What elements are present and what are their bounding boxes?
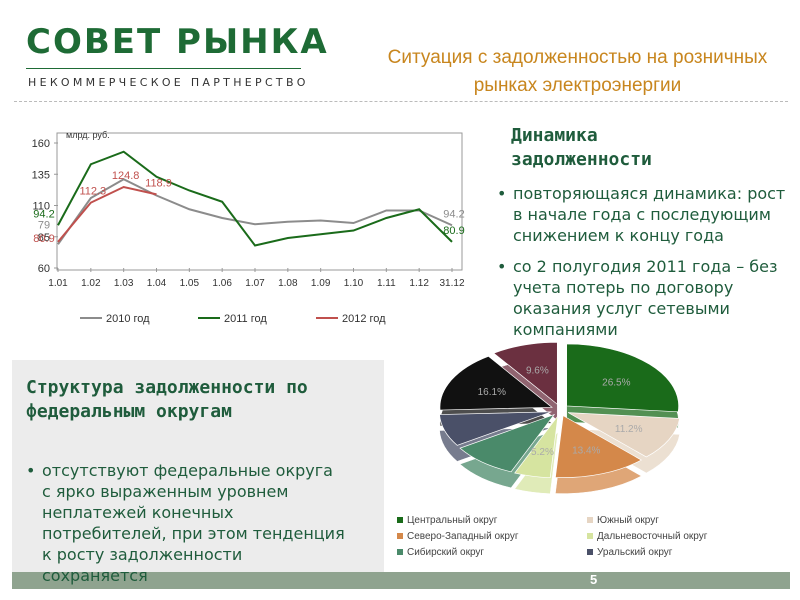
x-tick-label: 1.02: [81, 278, 101, 289]
data-label: 124.8: [112, 170, 140, 182]
logo-subtitle: НЕКОММЕРЧЕСКОЕ ПАРТНЕРСТВО: [28, 76, 309, 89]
y-tick-label: 135: [32, 169, 50, 181]
x-tick-label: 1.12: [409, 278, 429, 289]
slide-title: Ситуация с задолженностью на розничных р…: [387, 47, 768, 96]
legend-label: 2012 год: [342, 313, 386, 325]
legend-label: Уральский округ: [597, 547, 673, 558]
slice: [439, 355, 553, 411]
data-label: 80.9: [33, 233, 54, 245]
data-label: 80.9: [443, 225, 464, 237]
legend-swatch: [397, 549, 403, 555]
x-tick-label: 1.08: [278, 278, 298, 289]
structure-heading: Структура задолженности по федеральным о…: [26, 377, 308, 422]
legend-swatch: [587, 517, 593, 523]
x-tick-label: 1.06: [212, 278, 232, 289]
bullet: со 2 полугодия 2011 года – без учета пот…: [497, 256, 787, 340]
x-tick-label: 1.07: [245, 278, 265, 289]
legend-label: 2011 год: [224, 313, 267, 325]
x-tick-label: 1.03: [114, 278, 134, 289]
legend-swatch: [397, 517, 403, 523]
x-tick-label: 1.09: [311, 278, 331, 289]
data-label: 94.2: [443, 208, 464, 220]
line-series: [57, 185, 157, 243]
legend-label: 2010 год: [106, 313, 150, 325]
dynamics-heading: Динамика задолженности: [511, 125, 652, 170]
legend-label: Сибирский округ: [407, 546, 484, 558]
slice-label: 11.2%: [615, 424, 643, 435]
slice-label: 16.1%: [478, 387, 506, 398]
x-tick-label: 1.05: [180, 278, 200, 289]
slice: [566, 343, 679, 413]
y-tick-label: 60: [38, 263, 50, 275]
logo: СОВЕТ РЫНКА: [26, 22, 329, 62]
dynamics-bullets: повторяющаяся динамика: рост в начале го…: [497, 183, 787, 350]
slice: [439, 411, 552, 446]
x-tick-label: 1.10: [344, 278, 364, 289]
slice: [493, 341, 558, 406]
slice: [459, 413, 556, 473]
slice: [567, 412, 681, 458]
y-tick-label: 110: [32, 201, 50, 213]
plot-frame: [56, 132, 463, 271]
bullet: повторяющаяся динамика: рост в начале го…: [497, 183, 787, 246]
legend-swatch: [587, 533, 593, 539]
slice-label: 13.4%: [572, 446, 600, 457]
data-label: 118.9: [145, 177, 172, 189]
slice: [514, 414, 559, 479]
x-tick-label: 31.12: [439, 278, 464, 289]
data-label: 112.3: [79, 186, 106, 198]
line-series: [57, 178, 453, 245]
x-tick-label: 1.11: [377, 278, 396, 289]
legend-label: Дальневосточный округ: [597, 531, 708, 542]
logo-line: [26, 68, 301, 69]
bullet: отсутствуют федеральные округа с ярко вы…: [26, 460, 346, 586]
slice-label: 9.6%: [526, 366, 549, 377]
line-series: [57, 150, 453, 247]
structure-bullets: отсутствуют федеральные округа с ярко вы…: [26, 460, 346, 596]
legend-swatch: [397, 533, 403, 539]
legend-label: Центральный округ: [407, 515, 498, 526]
data-label: 79: [38, 219, 50, 231]
slice: [554, 415, 643, 478]
separator: [14, 101, 788, 102]
legend-swatch: [587, 549, 593, 555]
y-tick-label: 85: [38, 232, 50, 244]
x-tick-label: 1.04: [147, 278, 167, 289]
slice-label: 5.2%: [531, 447, 554, 458]
y-axis-label: млрд. руб.: [66, 130, 110, 140]
legend-label: Северо-Западный округ: [407, 531, 519, 542]
slice-label: 26.5%: [602, 378, 630, 389]
legend-label: Южный округ: [597, 515, 659, 526]
page-number: 5: [590, 572, 598, 587]
x-tick-label: 1.01: [48, 278, 68, 289]
data-label: 94.2: [33, 208, 54, 220]
y-tick-label: 160: [32, 138, 50, 150]
